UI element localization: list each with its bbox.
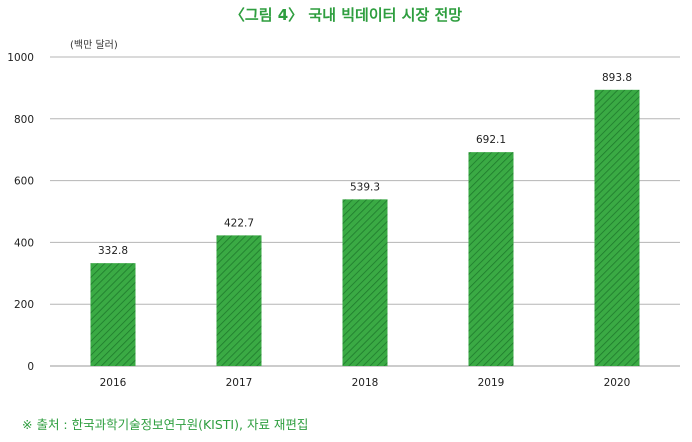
bar-2016 (90, 263, 136, 366)
chart-title: 〈그림 4〉 국내 빅데이터 시장 전망 (229, 6, 463, 24)
y-tick-label: 800 (14, 114, 34, 126)
x-tick-label: 2019 (478, 377, 505, 389)
bar-2019 (468, 152, 514, 366)
y-tick-label: 400 (14, 237, 34, 249)
x-tick-label: 2016 (100, 377, 127, 389)
bar-2017 (216, 235, 262, 366)
x-tick-label: 2018 (352, 377, 379, 389)
bar-2020 (594, 89, 640, 367)
bar-value-label: 332.8 (98, 245, 128, 257)
x-tick-label: 2017 (226, 377, 253, 389)
y-tick-label: 200 (14, 299, 34, 311)
bar-value-label: 539.3 (350, 181, 380, 193)
bar-value-label: 692.1 (476, 134, 506, 146)
bar-2018 (342, 199, 388, 366)
bar-value-label: 893.8 (602, 72, 632, 84)
y-axis-unit-label: (백만 달러) (70, 40, 118, 51)
labels: 0 200 400 600 800 1000 332.8 2016 422.7 2017 539.3… (7, 52, 632, 389)
y-tick-label: 600 (14, 176, 34, 188)
source-note: ※ 출처 : 한국과학기술정보연구원(KISTI), 자료 재편집 (22, 417, 309, 432)
x-tick-label: 2020 (604, 377, 631, 389)
bar-value-label: 422.7 (224, 217, 254, 229)
y-tick-label: 1000 (7, 52, 34, 64)
y-tick-label: 0 (27, 361, 34, 373)
bars (90, 89, 640, 367)
